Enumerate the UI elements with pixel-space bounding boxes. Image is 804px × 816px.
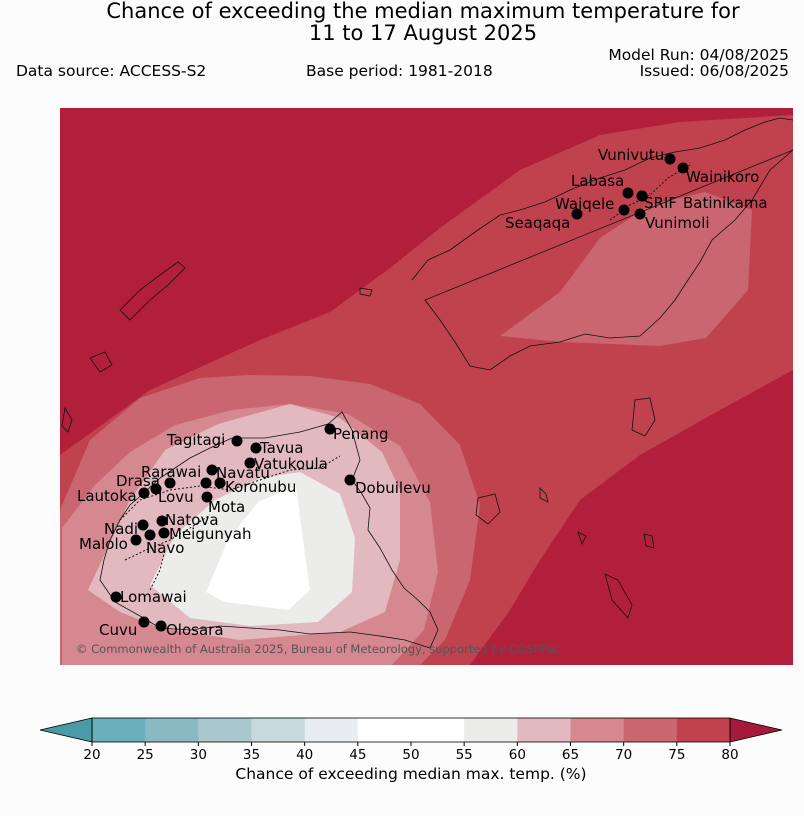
colorbar-segment <box>517 718 571 742</box>
place-label-labasa: Labasa <box>571 172 624 190</box>
place-label-penang: Penang <box>333 425 388 443</box>
colorbar-label: Chance of exceeding median max. temp. (%… <box>235 765 587 783</box>
colorbar-tick-label: 40 <box>296 747 313 763</box>
place-marker-dobuilevu <box>344 474 356 486</box>
place-label-vunimoli: Vunimoli <box>645 214 710 232</box>
place-marker-cuvu <box>138 616 150 628</box>
place-markers: Vunivutu Wainikoro Labasa SRIF Batinikama Wai… <box>77 146 768 639</box>
colorbar-tick-label: 30 <box>190 747 207 763</box>
place-marker-lautoka <box>138 487 150 499</box>
contour-45-55 <box>206 486 310 610</box>
colorbar-tick-label: 50 <box>402 747 419 763</box>
place-marker-meigunyah <box>158 527 170 539</box>
place-marker-seaqaqa <box>571 208 583 220</box>
place-label-srif: SRIF <box>644 194 677 212</box>
place-label-batinikama: Batinikama <box>683 194 768 212</box>
place-label-lautoka: Lautoka <box>77 487 137 505</box>
place-marker-vunimoli <box>634 208 646 220</box>
place-label-drasa: Drasa <box>116 472 160 490</box>
issued-label: Issued: 06/08/2025 <box>639 62 789 80</box>
place-marker-malolo <box>130 534 142 546</box>
place-marker-rarawai <box>206 464 218 476</box>
place-marker-vatukoula <box>244 457 256 469</box>
colorbar-tick-label: 25 <box>137 747 154 763</box>
place-label-vatukoula: Vatukoula <box>254 455 328 473</box>
colorbar-tick-label: 75 <box>668 747 685 763</box>
colorbar-tick-label: 45 <box>349 747 366 763</box>
colorbar-tick-label: 20 <box>83 747 100 763</box>
colorbar: 20 25 30 35 40 45 50 55 60 65 70 75 80 <box>39 717 783 763</box>
place-label-nadi: Nadi <box>104 520 138 538</box>
colorbar-segment <box>251 718 306 742</box>
colorbar-segment <box>198 718 252 742</box>
place-label-lomawai: Lomawai <box>120 588 187 606</box>
place-label-meigunyah: Meigunyah <box>169 525 251 543</box>
colorbar-segment <box>411 718 465 742</box>
contour-70-75-north <box>500 192 752 346</box>
colorbar-over-arrow <box>729 717 783 743</box>
place-marker-lomawai <box>110 591 122 603</box>
place-marker-natova <box>156 515 168 527</box>
colorbar-segment <box>357 718 412 742</box>
place-label-waiqele: Waiqele <box>555 195 614 213</box>
place-label-malolo: Malolo <box>79 535 128 553</box>
place-label-tagitagi: Tagitagi <box>166 431 225 449</box>
place-marker-batinikama <box>636 190 648 202</box>
place-marker-wainikoro <box>677 162 689 174</box>
colorbar-tick-label: 65 <box>562 747 579 763</box>
colorbar-segment <box>623 718 678 742</box>
model-run-label: Model Run: 04/08/2025 <box>608 46 789 64</box>
place-marker-drasa <box>164 477 176 489</box>
place-label-vunivutu: Vunivutu <box>598 146 664 164</box>
place-label-mota: Mota <box>208 498 245 516</box>
place-marker-nadi <box>137 519 149 531</box>
place-label-lovu: Lovu <box>158 488 194 506</box>
colorbar-segment <box>570 718 625 742</box>
place-label-seaqaqa: Seaqaqa <box>505 214 570 232</box>
title-line-2: 11 to 17 August 2025 <box>308 21 538 45</box>
colorbar-tick-label: 80 <box>721 747 738 763</box>
colorbar-segment <box>92 718 146 742</box>
place-label-cuvu: Cuvu <box>99 621 137 639</box>
place-label-wainikoro: Wainikoro <box>686 168 759 186</box>
colorbar-tick-label: 60 <box>509 747 526 763</box>
place-marker-lovu <box>150 483 162 495</box>
place-marker-labasa <box>622 187 634 199</box>
place-marker-waiqele <box>618 204 630 216</box>
place-label-olosara: Olosara <box>166 621 224 639</box>
place-marker-koronubu <box>214 477 226 489</box>
colorbar-tick-label: 55 <box>456 747 473 763</box>
colorbar-segment <box>676 718 731 742</box>
place-marker-tavua <box>250 442 262 454</box>
place-marker-navatu <box>200 477 212 489</box>
colorbar-segment <box>304 718 359 742</box>
place-marker-tagitagi <box>231 435 243 447</box>
base-period-label: Base period: 1981-2018 <box>306 62 493 80</box>
place-label-navatu: Navatu <box>216 464 270 482</box>
colorbar-tick-label: 35 <box>243 747 260 763</box>
place-marker-mota <box>201 491 213 503</box>
place-marker-penang <box>324 423 336 435</box>
place-label-dobuilevu: Dobuilevu <box>355 479 431 497</box>
colorbar-tick-label: 70 <box>615 747 632 763</box>
data-source-label: Data source: ACCESS-S2 <box>16 62 207 80</box>
place-label-tavua: Tavua <box>259 439 303 457</box>
place-label-rarawai: Rarawai <box>141 463 201 481</box>
colorbar-segment <box>145 718 199 742</box>
place-label-koronubu: Koronubu <box>225 478 296 496</box>
place-marker-vunivutu <box>664 153 676 165</box>
copyright-notice: © Commonwealth of Australia 2025, Bureau… <box>76 642 560 656</box>
probability-contours <box>60 108 793 665</box>
place-label-navo: Navo <box>146 539 184 557</box>
place-marker-navo <box>144 529 156 541</box>
place-marker-olosara <box>155 620 167 632</box>
coastlines <box>61 117 793 649</box>
place-label-natova: Natova <box>165 511 219 529</box>
colorbar-under-arrow <box>39 717 93 743</box>
colorbar-segment <box>464 718 518 742</box>
title-line-1: Chance of exceeding the median maximum t… <box>106 0 740 23</box>
